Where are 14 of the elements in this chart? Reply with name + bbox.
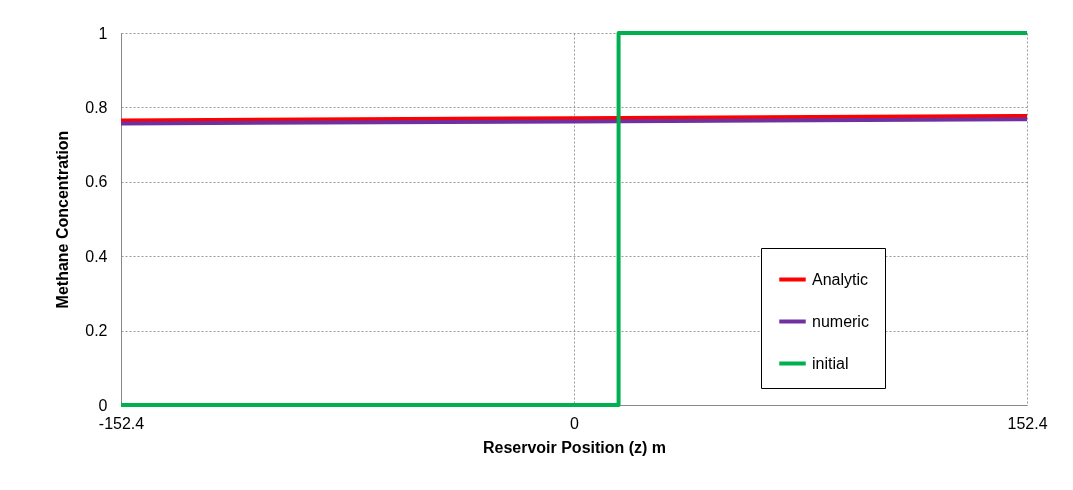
legend-label: numeric bbox=[812, 312, 869, 330]
x-tick-label: -152.4 bbox=[98, 414, 145, 432]
y-axis-title: Methane Concentration bbox=[54, 130, 72, 309]
x-axis-title: Reservoir Position (z) m bbox=[482, 438, 667, 456]
legend-label: initial bbox=[812, 354, 849, 372]
y-tick-label: 0.8 bbox=[85, 98, 108, 116]
legend-label: Analytic bbox=[812, 270, 869, 288]
y-tick-label: 0.4 bbox=[85, 247, 108, 265]
x-tick-label: 152.4 bbox=[1007, 414, 1048, 432]
x-tick-label: 0 bbox=[570, 414, 580, 432]
y-tick-label: 1 bbox=[98, 24, 108, 42]
y-tick-label: 0 bbox=[98, 396, 108, 414]
y-tick-label: 0.2 bbox=[85, 322, 108, 340]
y-tick-label: 0.6 bbox=[85, 173, 108, 191]
